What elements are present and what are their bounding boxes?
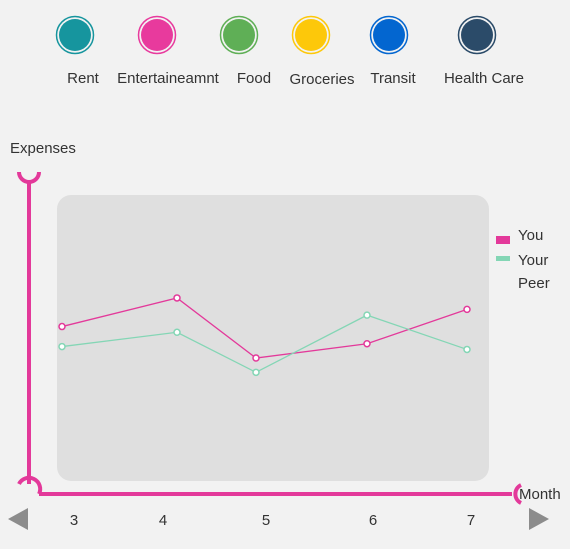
category-item[interactable]: Transit xyxy=(369,15,416,88)
x-axis-title: Month xyxy=(519,486,561,503)
y-axis-title: Expenses xyxy=(10,140,76,157)
category-circle[interactable] xyxy=(373,19,405,51)
category-item[interactable]: Rent xyxy=(55,15,100,88)
series-lines xyxy=(58,294,471,377)
category-ring xyxy=(55,15,95,55)
category-circle[interactable] xyxy=(59,19,91,51)
category-ring xyxy=(457,15,497,55)
category-label: Groceries xyxy=(289,71,354,88)
category-circle[interactable] xyxy=(223,19,255,51)
data-point[interactable] xyxy=(363,311,371,319)
category-ring xyxy=(291,15,331,55)
legend-swatch xyxy=(496,236,510,244)
data-point[interactable] xyxy=(252,368,260,377)
category-label: Transit xyxy=(370,70,416,87)
x-tick-label: 5 xyxy=(262,512,270,529)
category-ring xyxy=(137,15,177,55)
category-legend: Rent Entertaineamnt Food Groceries Transit He… xyxy=(55,15,524,89)
legend-label: You xyxy=(518,227,543,244)
category-item[interactable]: Health Care xyxy=(444,15,524,88)
category-item[interactable]: Entertaineamnt xyxy=(117,15,220,88)
category-item[interactable]: Food xyxy=(219,15,272,88)
data-point[interactable] xyxy=(173,328,181,337)
data-point[interactable] xyxy=(252,354,260,362)
x-tick-label: 7 xyxy=(467,512,475,529)
x-tick-label: 4 xyxy=(159,512,167,529)
legend-swatch xyxy=(496,256,510,261)
series-legend: You Your Peer xyxy=(496,227,550,292)
x-tick-label: 6 xyxy=(369,512,377,529)
category-ring xyxy=(369,15,409,55)
data-point[interactable] xyxy=(58,342,66,351)
origin-cap-left xyxy=(17,475,43,495)
category-label: Rent xyxy=(67,70,100,87)
data-point[interactable] xyxy=(463,345,471,354)
x-tick-labels: 3 4 5 6 7 xyxy=(70,512,475,529)
data-point[interactable] xyxy=(173,294,181,302)
category-item[interactable]: Groceries xyxy=(289,15,355,89)
data-point[interactable] xyxy=(463,305,471,314)
x-axis-cap xyxy=(513,483,523,505)
category-label: Entertaineamnt xyxy=(117,70,220,87)
category-circle[interactable] xyxy=(295,19,327,51)
axes xyxy=(17,171,523,505)
category-label: Health Care xyxy=(444,70,524,87)
triangle-left-icon[interactable] xyxy=(8,508,28,530)
data-point[interactable] xyxy=(58,322,66,331)
x-tick-label: 3 xyxy=(70,512,78,529)
category-label: Food xyxy=(237,70,271,87)
category-circle[interactable] xyxy=(461,19,493,51)
data-point[interactable] xyxy=(363,339,371,348)
category-circle[interactable] xyxy=(141,19,173,51)
triangle-right-icon[interactable] xyxy=(529,508,549,530)
plot-area xyxy=(57,195,489,481)
category-ring xyxy=(219,15,259,55)
legend-label: Your Peer xyxy=(518,252,550,292)
